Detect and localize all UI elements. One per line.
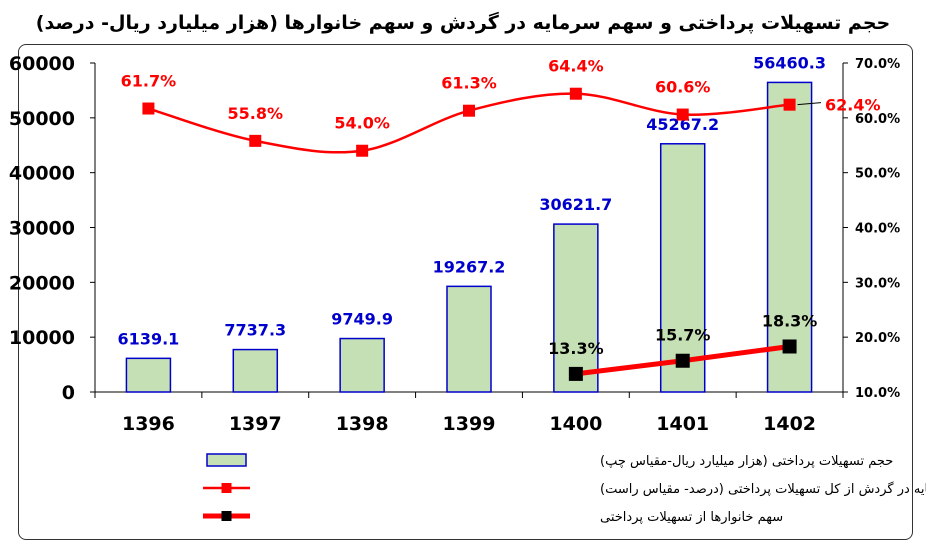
household-value-label: 18.3% [762,311,818,330]
left-axis-tick-label: 0 [62,382,75,404]
working-capital-value-label: 62.4% [825,96,881,115]
chart-frame [18,44,913,540]
x-axis-tick-label: 1401 [656,413,709,435]
bar [232,348,279,393]
series-marker-working-capital [463,104,475,117]
right-axis-tick-label: 70.0% [855,57,900,72]
legend-swatch-marker [221,483,232,493]
right-axis-tick-label: 30.0% [855,276,900,291]
bar [659,143,706,393]
bar-value-label: 9749.9 [331,310,393,329]
right-axis-tick-label: 60.0% [855,112,900,127]
legend-swatch-marker [221,511,232,521]
series-marker-household [675,353,690,368]
household-value-label: 13.3% [548,339,604,358]
left-axis-tick-label: 30000 [9,218,75,240]
legend-label: سهم سرمایه در گردش از کل تسهیلات پرداختی… [600,481,926,497]
bar-value-label: 56460.3 [753,53,826,72]
bar-value-label: 45267.2 [646,115,719,134]
bar [446,285,492,393]
right-axis-tick-label: 40.0% [855,222,900,237]
left-axis-tick-label: 60000 [9,53,75,75]
series-marker-household [568,366,583,381]
legend-swatch-bar [206,453,247,467]
left-axis-tick-label: 20000 [9,272,75,294]
series-marker-working-capital [676,108,689,121]
left-axis-tick-label: 10000 [9,327,75,349]
x-axis-tick-label: 1396 [122,413,175,435]
right-axis-tick-label: 10.0% [855,386,900,401]
series-marker-working-capital [356,144,369,157]
working-capital-value-label: 64.4% [548,57,604,76]
bar [339,337,385,393]
series-marker-working-capital [783,98,796,111]
working-capital-value-label: 61.7% [121,72,177,91]
legend-label: سهم خانوارها از تسهیلات پرداختی [600,510,783,525]
left-axis-tick-label: 50000 [9,108,75,130]
working-capital-value-label: 60.6% [655,78,711,97]
right-axis-tick-label: 50.0% [855,167,900,182]
bar-value-label: 30621.7 [539,195,612,214]
legend-label: حجم تسهیلات پرداختی (هزار میلیارد ریال-م… [600,454,893,469]
series-marker-working-capital [142,102,155,115]
bar-value-label: 6139.1 [118,329,180,348]
x-axis-tick-label: 1397 [229,413,282,435]
data-label-leader [797,102,822,106]
x-axis-tick-label: 1402 [763,413,816,435]
bar [553,223,599,393]
household-value-label: 15.7% [655,326,711,345]
bar-value-label: 19267.2 [433,257,506,276]
series-marker-working-capital [249,134,262,147]
right-axis-tick-label: 20.0% [855,331,900,346]
left-axis-tick-label: 40000 [9,163,75,185]
bar [125,357,172,393]
x-axis-tick-label: 1398 [336,413,389,435]
working-capital-value-label: 61.3% [441,74,497,93]
bar-value-label: 7737.3 [224,321,286,340]
x-axis-tick-label: 1400 [549,413,602,435]
chart-title: حجم تسهیلات پرداختی و سهم سرمایه در گردش… [35,12,891,34]
x-axis-tick-label: 1399 [443,413,496,435]
series-marker-working-capital [569,87,582,100]
working-capital-value-label: 55.8% [228,104,284,123]
series-marker-household [782,339,797,354]
working-capital-value-label: 54.0% [334,114,390,133]
